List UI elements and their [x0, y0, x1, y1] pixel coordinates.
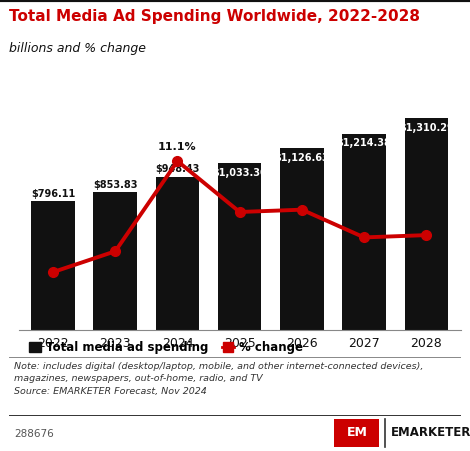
Legend: Total media ad spending, % change: Total media ad spending, % change	[25, 336, 308, 359]
Text: 7.8%: 7.8%	[349, 246, 380, 256]
Text: EMARKETER: EMARKETER	[391, 427, 470, 439]
Text: 9.0%: 9.0%	[287, 191, 317, 201]
Text: 7.2%: 7.2%	[100, 260, 131, 270]
Text: $1,033.30: $1,033.30	[212, 168, 267, 178]
Text: $1,310.29: $1,310.29	[399, 123, 454, 133]
Bar	[342, 133, 386, 330]
Bar	[218, 163, 261, 330]
Bar	[405, 118, 448, 330]
Text: Note: includes digital (desktop/laptop, mobile, and other internet-connected dev: Note: includes digital (desktop/laptop, …	[14, 362, 423, 396]
Text: 288676: 288676	[14, 429, 54, 439]
Text: billions and % change: billions and % change	[9, 41, 146, 55]
Text: 7.9%: 7.9%	[411, 244, 442, 254]
Text: 6.3%: 6.3%	[38, 281, 69, 291]
Text: $853.83: $853.83	[93, 179, 138, 189]
Text: 8.9%: 8.9%	[224, 221, 255, 231]
Bar	[156, 177, 199, 330]
Text: $948.43: $948.43	[155, 164, 200, 174]
Text: EM: EM	[347, 427, 368, 439]
FancyBboxPatch shape	[334, 419, 379, 446]
Bar	[31, 201, 75, 330]
Bar	[280, 148, 324, 330]
Text: $1,214.38: $1,214.38	[337, 138, 392, 148]
Bar	[94, 192, 137, 330]
Text: Total Media Ad Spending Worldwide, 2022-2028: Total Media Ad Spending Worldwide, 2022-…	[9, 9, 420, 24]
Text: $1,126.63: $1,126.63	[274, 152, 329, 163]
Text: 11.1%: 11.1%	[158, 142, 197, 152]
Text: $796.11: $796.11	[31, 189, 75, 199]
